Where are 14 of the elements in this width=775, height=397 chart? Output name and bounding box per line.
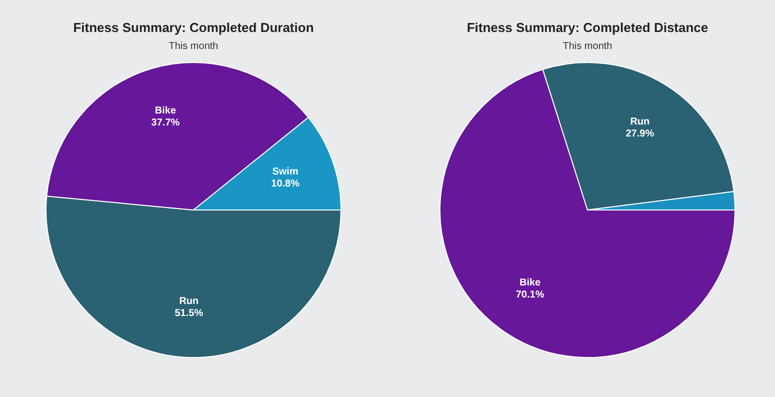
chart-subtitle: This month [168, 41, 220, 52]
slice-label: Swim [272, 166, 298, 178]
chart-subtitle: This month [562, 41, 614, 52]
data-label: 37.7% [151, 118, 180, 129]
slice-label: Run [630, 116, 650, 128]
data-label: 51.5% [174, 308, 204, 319]
slice-label: Run [179, 296, 199, 307]
slice-label: Bike [519, 277, 542, 288]
slice-label: Bike [154, 106, 176, 117]
data-label: 27.9% [626, 128, 654, 140]
chart-title: Fitness Summary: Completed Distance [466, 20, 710, 35]
data-label: 70.1% [516, 289, 544, 300]
data-label: 10.8% [271, 178, 300, 190]
chart-title: Fitness Summary: Completed Duration [72, 20, 315, 35]
